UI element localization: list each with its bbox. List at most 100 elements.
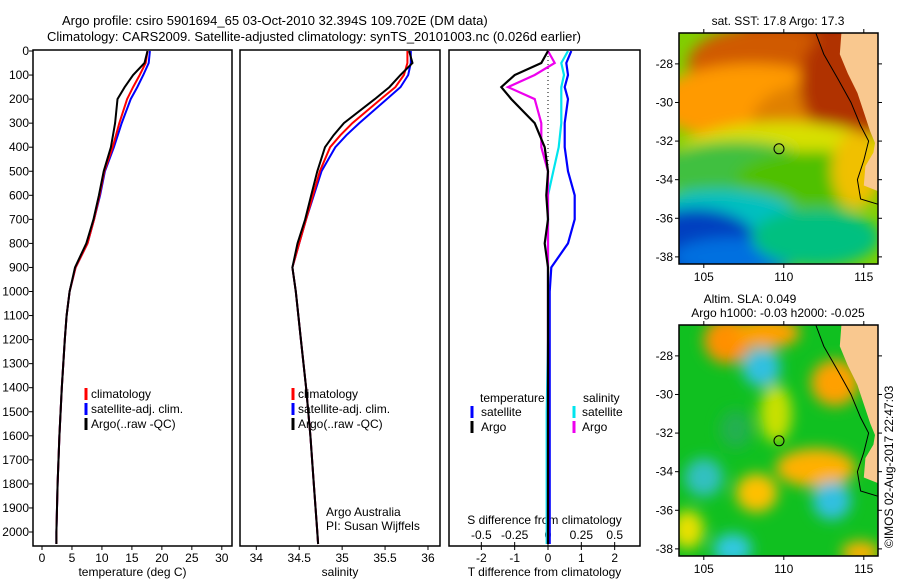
lon-tick-label: 115 <box>854 270 873 284</box>
panel-difference: -2 -1 0 1 2T difference from climatology -0.5… <box>448 49 641 579</box>
plot-frame <box>448 49 641 547</box>
field-blob <box>742 348 781 387</box>
x2-axis-label: S difference from climatology <box>467 513 622 527</box>
lat-tick-label: -28 <box>656 57 674 71</box>
lat-tick-label: -38 <box>656 250 674 264</box>
annotation: Argo Australia <box>326 505 401 519</box>
x-tick-label: 0 <box>39 551 46 565</box>
x2-tick-label: 0.25 <box>570 528 594 542</box>
series-line-t-satellite <box>548 50 576 544</box>
field-blobs <box>679 33 878 264</box>
lat-tick-label: -36 <box>656 211 674 225</box>
argo-location-marker <box>773 143 785 155</box>
lon-tick-label: 105 <box>694 270 714 284</box>
legend-label: climatology <box>91 387 151 401</box>
y-tick-label: 400 <box>9 140 29 154</box>
y-tick-label: 1100 <box>3 309 29 323</box>
field-blob <box>751 208 878 264</box>
map-frame <box>678 32 879 265</box>
map-sst: 105 110 115 -28 -30 -32 -34 -36 -38 <box>656 29 882 284</box>
y-tick-label: 900 <box>9 260 29 274</box>
field-blob <box>684 458 723 497</box>
title-line2: Climatology: CARS2009. Satellite-adjuste… <box>47 29 582 44</box>
lon-tick-label: 110 <box>774 270 793 284</box>
lon-tick-label: 105 <box>694 562 714 576</box>
panel-salinity: 34 34.5 35 35.5 36 salinity climatologysatelli… <box>239 49 441 579</box>
legend-label: satellite-adj. clim. <box>298 402 390 416</box>
x-tick-label: -2 <box>476 551 487 565</box>
land <box>839 325 878 484</box>
y-tick-label: 1000 <box>2 285 29 299</box>
x2-tick-label: -0.25 <box>501 528 529 542</box>
y-tick-label: 1500 <box>2 405 29 419</box>
field-blob <box>759 384 792 443</box>
x-axis-label: salinity <box>322 565 359 579</box>
lat-tick-label: -32 <box>656 426 674 440</box>
legend-title: temperature <box>480 391 545 405</box>
x-tick-label: 5 <box>69 551 76 565</box>
annotation: PI: Susan Wijffels <box>326 519 420 533</box>
y-tick-label: 1800 <box>2 477 29 491</box>
x-tick-label: 36 <box>421 551 435 565</box>
map-sla: 105 110 115 -28 -30 -32 -34 -36 -38 <box>656 321 882 576</box>
y-tick-label: 600 <box>9 188 29 202</box>
field-blob <box>719 409 752 449</box>
x-tick-label: 1 <box>578 551 585 565</box>
x-tick-label: 2 <box>611 551 618 565</box>
map-frame <box>678 324 879 557</box>
title-line1: Argo profile: csiro 5901694_65 03-Oct-20… <box>62 13 488 28</box>
y-tick-label: 1300 <box>2 357 29 371</box>
y-tick-label: 1400 <box>2 381 29 395</box>
isobath-line <box>815 325 878 497</box>
x-tick-label: 15 <box>125 551 139 565</box>
lat-tick-label: -34 <box>656 173 674 187</box>
y-tick-label: 1600 <box>2 429 29 443</box>
series-line-argo-raw-qc- <box>291 50 414 545</box>
map-field <box>679 325 878 556</box>
y-tick-label: 700 <box>9 212 29 226</box>
x-tick-label: -1 <box>509 551 520 565</box>
lat-tick-label: -38 <box>656 542 674 556</box>
field-blob <box>679 510 704 549</box>
legend-label: satellite <box>582 405 623 419</box>
field-blob <box>775 448 856 488</box>
series-line-argo-raw-qc- <box>55 50 149 544</box>
x-tick-label: 35 <box>335 551 349 565</box>
legend-label: Argo(..raw -QC) <box>91 417 176 431</box>
plot-frame <box>32 49 233 547</box>
land <box>839 33 878 192</box>
x-tick-label: 30 <box>215 551 229 565</box>
y-tick-label: 0 <box>22 44 29 58</box>
y-tick-label: 100 <box>9 68 29 82</box>
isobath-line <box>815 33 878 205</box>
y-tick-label: 2000 <box>2 525 29 539</box>
legend-label: satellite <box>481 405 522 419</box>
argo-location-marker <box>773 435 785 447</box>
lat-tick-label: -34 <box>656 465 674 479</box>
lat-tick-label: -30 <box>656 95 674 109</box>
y-tick-label: 200 <box>9 92 29 106</box>
sla-map-title-2: Argo h1000: -0.03 h2000: -0.025 <box>691 306 865 320</box>
lat-tick-label: -32 <box>656 134 674 148</box>
x-tick-label: 0 <box>545 551 552 565</box>
field-blob <box>735 325 800 349</box>
lon-tick-label: 110 <box>774 562 793 576</box>
sst-map-title: sat. SST: 17.8 Argo: 17.3 <box>712 14 845 28</box>
lon-tick-label: 115 <box>854 562 873 576</box>
field-blob <box>735 473 778 513</box>
panel-temperature: 0100200300400500600700800900100011001200… <box>2 44 233 579</box>
field-blob <box>811 359 859 407</box>
x2-tick-label: -0.5 <box>471 528 492 542</box>
x-tick-label: 34.5 <box>288 551 312 565</box>
x-tick-label: 35.5 <box>373 551 397 565</box>
y-tick-label: 1900 <box>2 501 29 515</box>
y-tick-label: 500 <box>9 164 29 178</box>
legend-label: Argo <box>582 420 608 434</box>
y-tick-label: 800 <box>9 236 29 250</box>
series-line-t-argo <box>499 50 550 544</box>
legend-label: Argo(..raw -QC) <box>298 417 383 431</box>
field-blob <box>841 541 878 556</box>
y-tick-label: 1200 <box>2 333 29 347</box>
